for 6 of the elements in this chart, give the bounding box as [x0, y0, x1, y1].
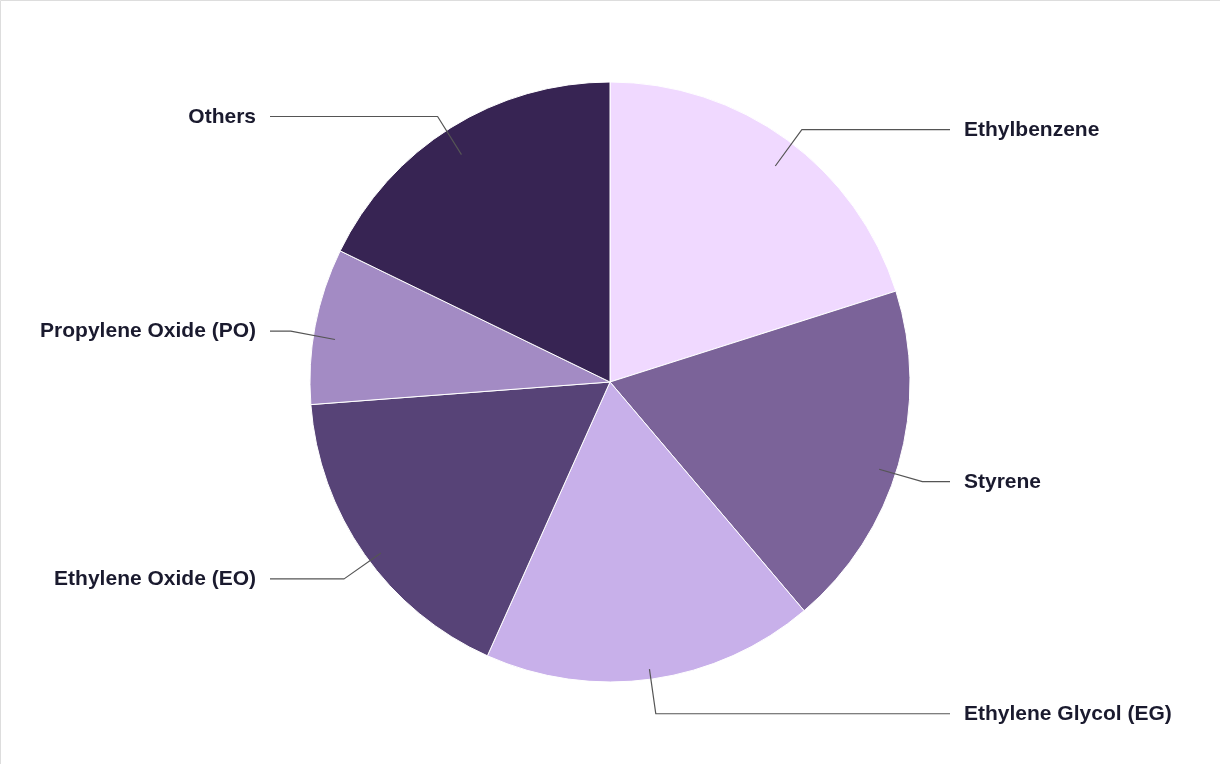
slice-label: Propylene Oxide (PO): [40, 318, 256, 342]
slice-label: Styrene: [964, 468, 1042, 492]
slice-label: Ethylbenzene: [964, 116, 1100, 140]
slice-label: Ethylene Glycol (EG): [964, 700, 1172, 724]
slice-label: Others: [188, 103, 256, 127]
slice-label: Ethylene Oxide (EO): [54, 565, 256, 589]
